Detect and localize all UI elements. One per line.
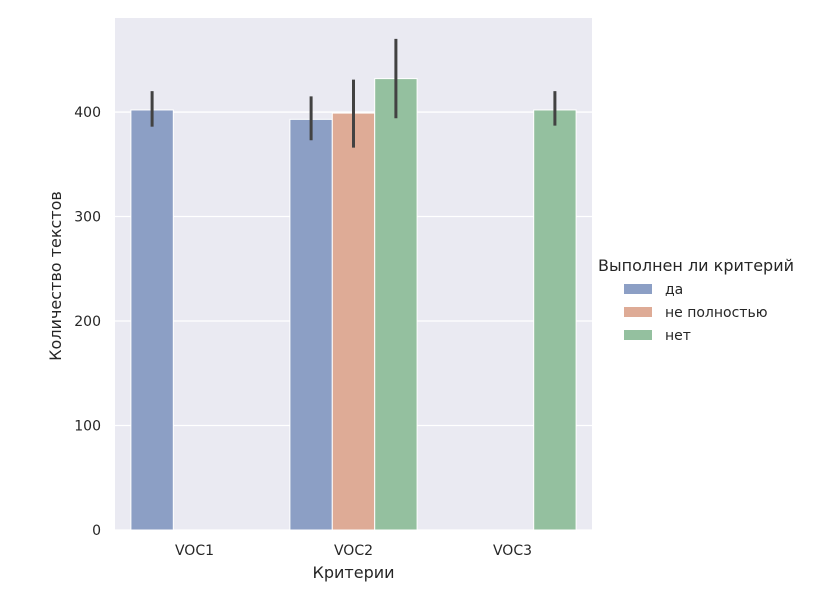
bar	[533, 109, 577, 531]
x-tick-label: VOC2	[334, 543, 373, 559]
bar	[130, 109, 174, 531]
y-tick-label: 300	[74, 210, 101, 226]
y-tick-label: 100	[74, 419, 101, 435]
y-axis-label: Количество текстов	[46, 191, 65, 361]
y-axis-ticks: 0 100 200 300 400	[74, 105, 101, 539]
x-axis-label: Критерии	[312, 563, 394, 582]
bars	[130, 78, 577, 531]
legend: Выполнен ли критерий да не полностью нет	[598, 256, 794, 344]
legend-swatch	[624, 307, 652, 317]
legend-label: не полностью	[665, 305, 768, 321]
y-tick-label: 0	[92, 523, 101, 539]
bar	[331, 112, 376, 531]
x-tick-label: VOC3	[493, 543, 532, 559]
x-axis-ticks: VOC1 VOC2 VOC3	[175, 543, 532, 559]
y-tick-label: 200	[74, 314, 101, 330]
error-bars	[150, 38, 557, 148]
bar	[289, 118, 333, 531]
legend-label: да	[665, 282, 683, 298]
legend-title: Выполнен ли критерий	[598, 256, 794, 275]
legend-label: нет	[665, 328, 691, 344]
legend-swatch	[624, 284, 652, 294]
bar	[374, 78, 418, 531]
y-tick-label: 400	[74, 105, 101, 121]
legend-swatch	[624, 330, 652, 340]
x-tick-label: VOC1	[175, 543, 214, 559]
